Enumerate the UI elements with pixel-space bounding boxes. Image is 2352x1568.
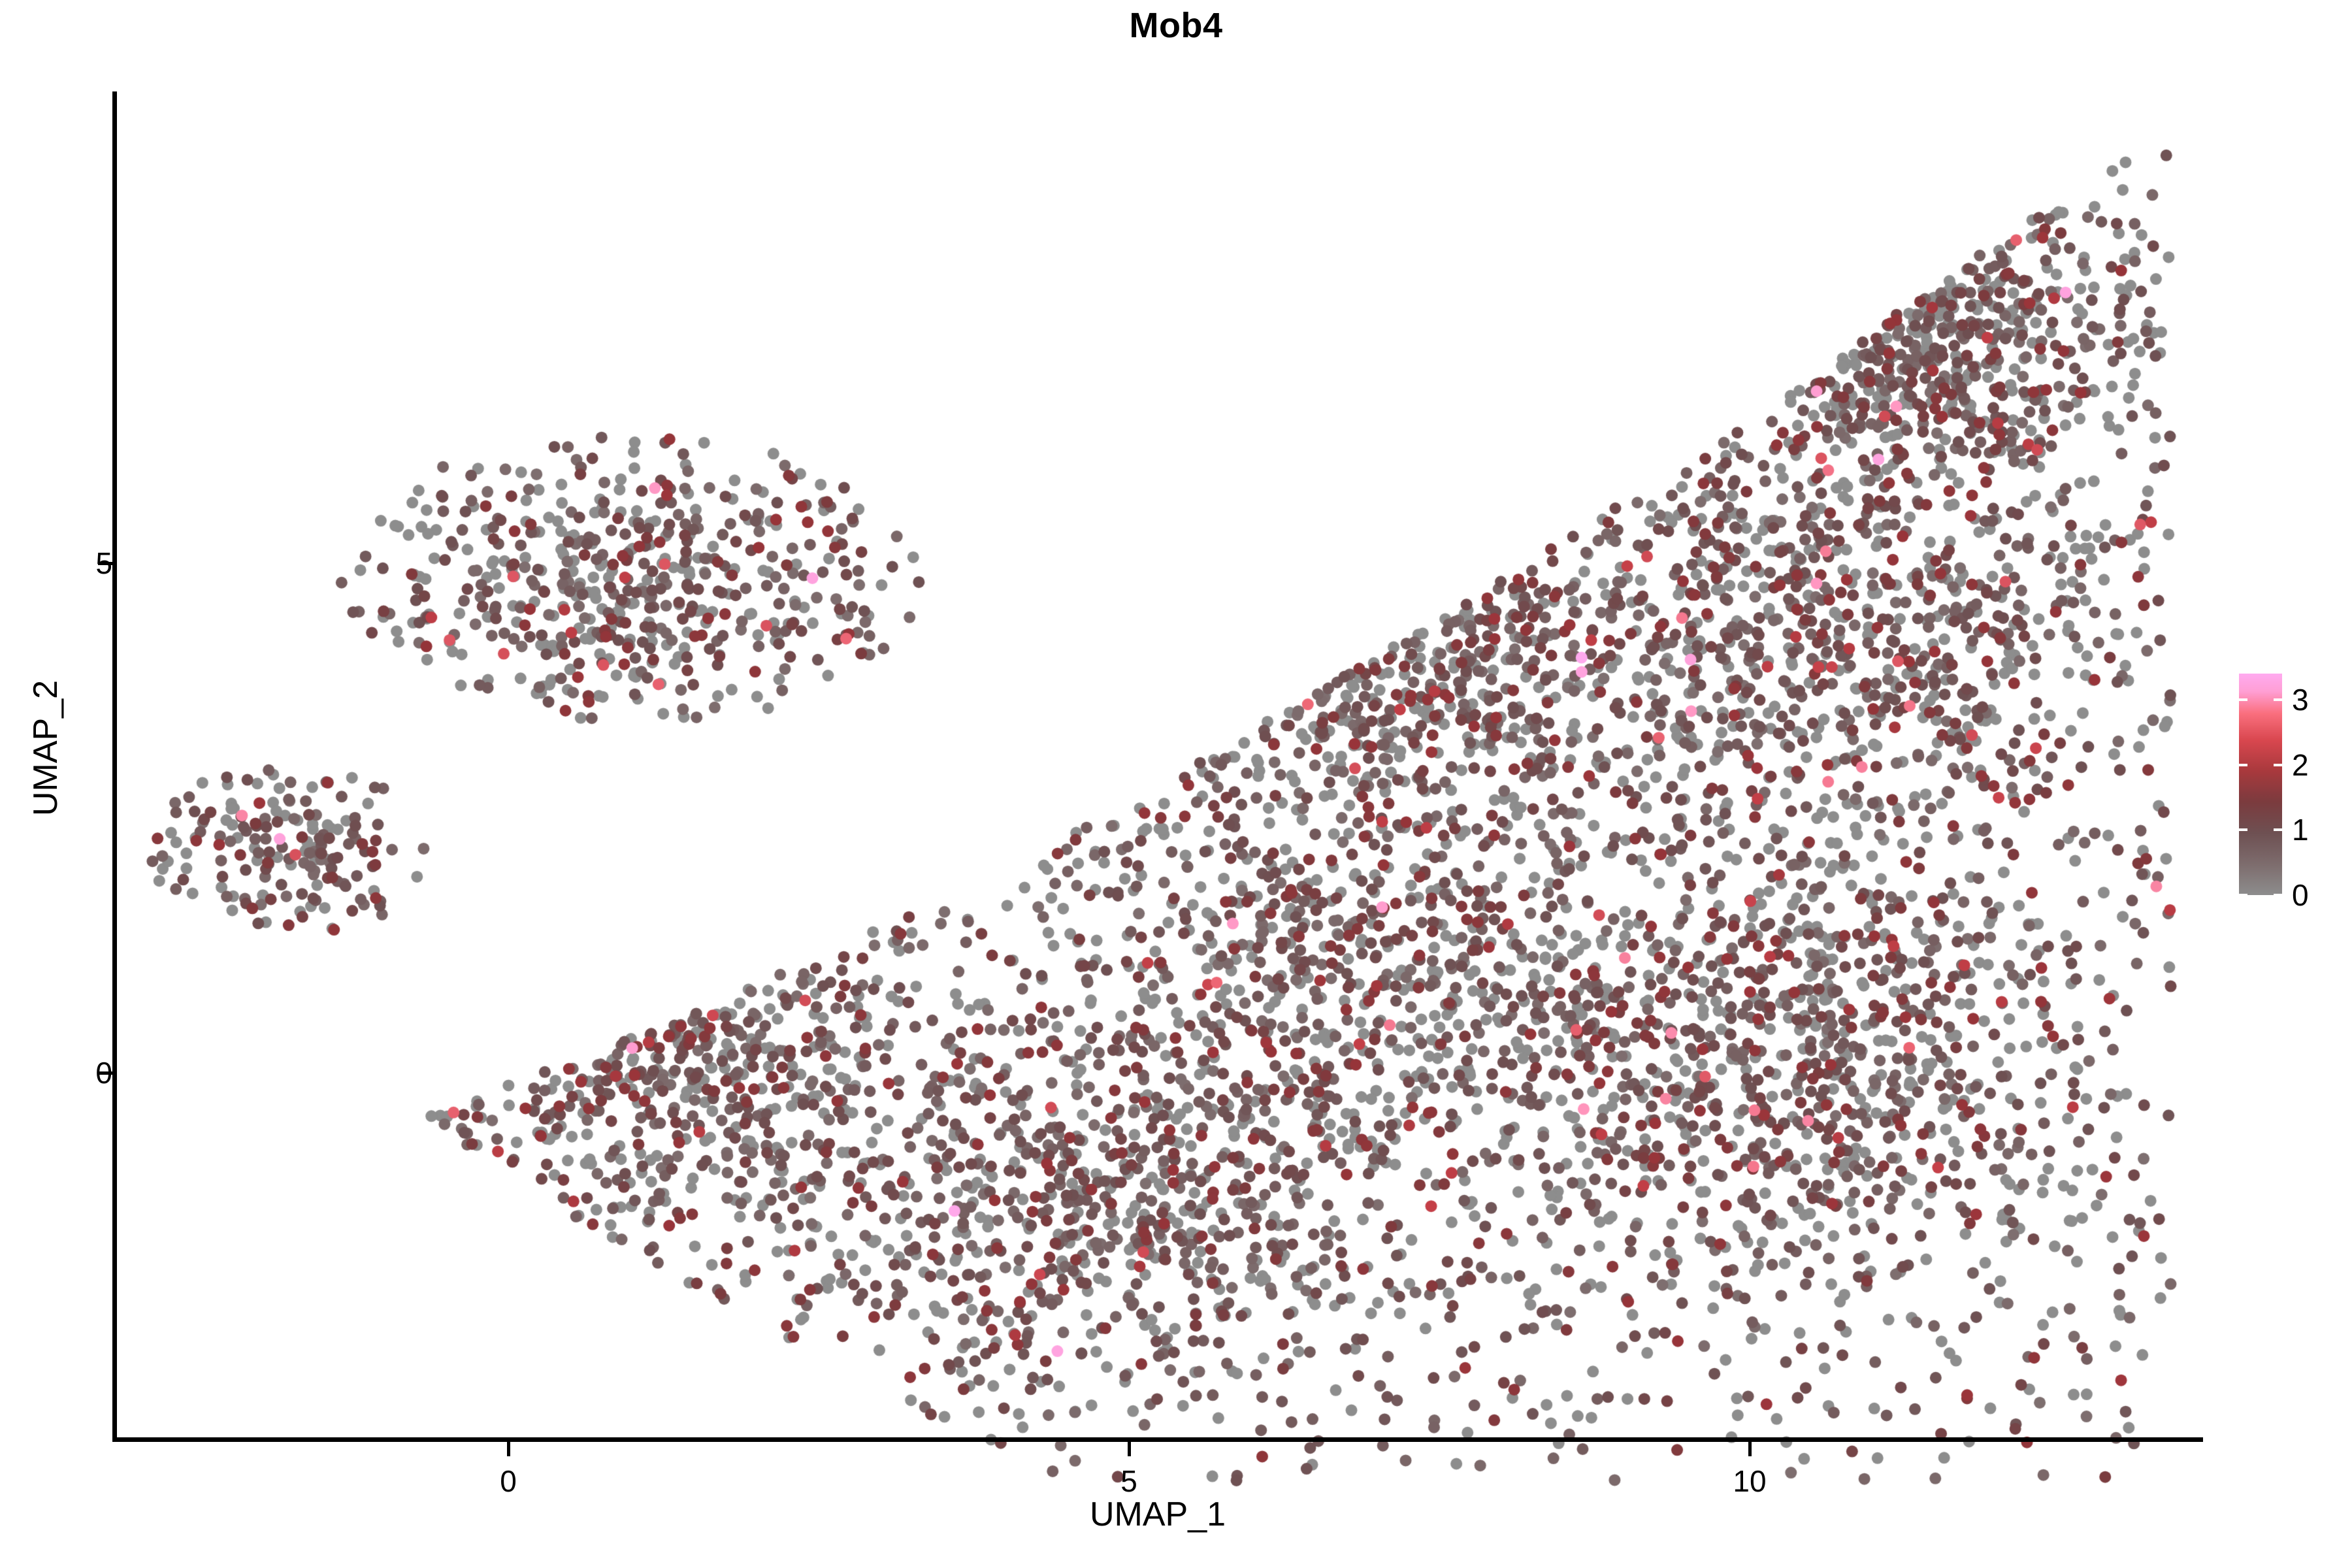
x-axis-tick-mark-0 (507, 1442, 510, 1456)
y-axis-line (112, 91, 117, 1442)
colorbar-label-3: 3 (2292, 682, 2309, 717)
x-axis-tick-label-0: 0 (500, 1464, 517, 1498)
colorbar-tick-left-2 (2239, 763, 2247, 766)
colorbar-label-0: 0 (2292, 878, 2309, 912)
y-axis-tick-label-0: 5 (95, 546, 112, 580)
x-axis-tick-mark-1 (1128, 1442, 1131, 1456)
colorbar-tick-left-0 (2239, 894, 2247, 896)
colorbar-label-2: 2 (2292, 747, 2309, 782)
colorbar-tick-right-2 (2274, 763, 2282, 766)
x-axis-tick-label-1: 5 (1120, 1464, 1137, 1498)
y-axis-title: UMAP_2 (27, 679, 65, 817)
x-axis-title: UMAP_1 (1089, 1495, 1226, 1533)
colorbar-tick-left-3 (2239, 698, 2247, 701)
colorbar-tick-right-1 (2274, 828, 2282, 832)
colorbar-gradient (2239, 674, 2282, 895)
colorbar-tick-right-3 (2274, 698, 2282, 701)
colorbar-tick-left-1 (2239, 828, 2247, 832)
y-axis-tick-label-1: 0 (95, 1056, 112, 1090)
x-axis-tick-mark-2 (1748, 1442, 1752, 1456)
colorbar-label-1: 1 (2292, 813, 2309, 847)
x-axis-line (112, 1437, 2203, 1442)
colorbar-tick-right-0 (2274, 894, 2282, 896)
y-axis-tick-mark-0 (98, 562, 112, 565)
x-axis-tick-label-2: 10 (1733, 1464, 1767, 1498)
legend-colorbar: 3 2 1 0 (2234, 666, 2345, 912)
y-axis-tick-mark-1 (98, 1071, 112, 1075)
